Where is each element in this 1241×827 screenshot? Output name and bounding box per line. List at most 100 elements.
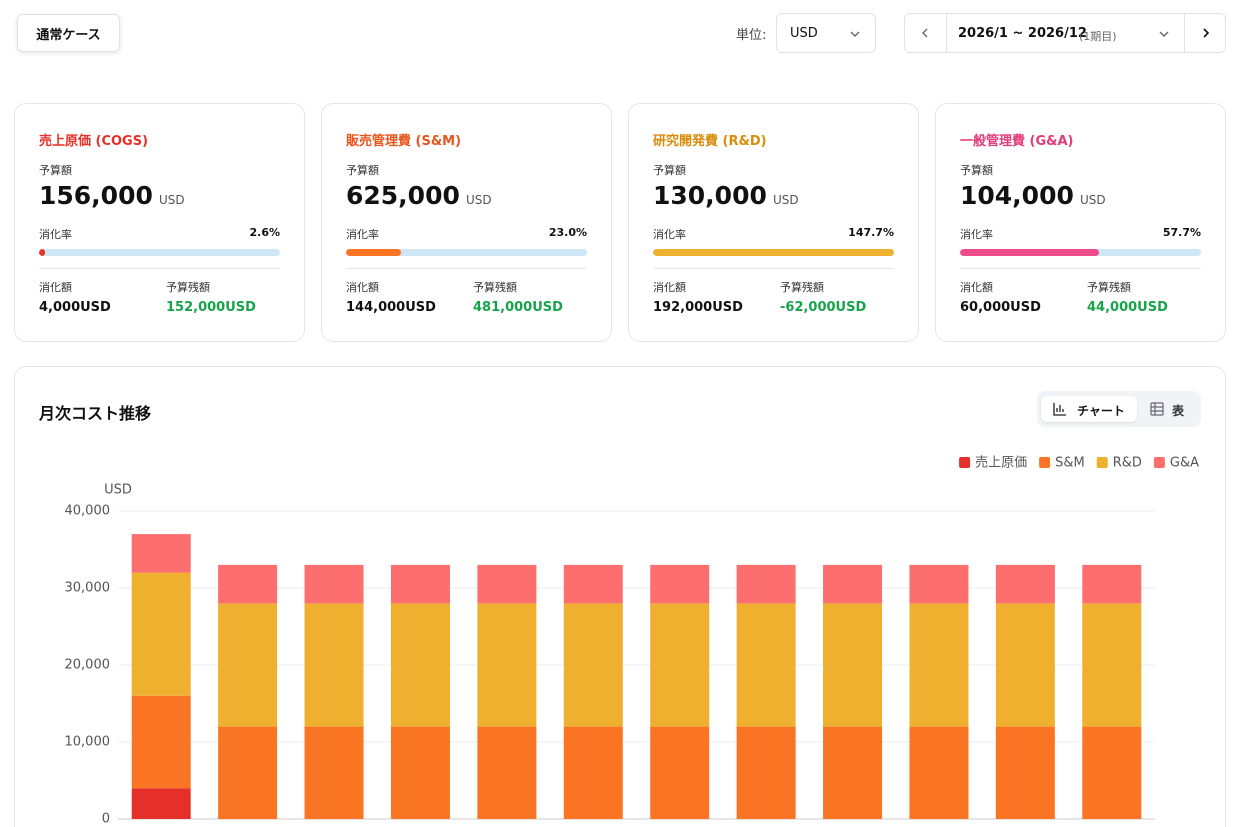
bar-segment <box>563 564 623 604</box>
chart-panel: 月次コスト推移 チャート 表 <box>14 366 1226 827</box>
rate-value: 147.7% <box>848 226 894 239</box>
legend-label: S&M <box>1055 456 1085 471</box>
prev-button[interactable] <box>905 14 947 52</box>
legend-swatch <box>959 457 971 468</box>
bar-segment <box>995 603 1055 727</box>
bar-segment <box>909 564 969 604</box>
legend-label: G&A <box>1170 456 1199 471</box>
bar-segment <box>131 788 191 819</box>
bar-segment <box>650 603 710 727</box>
spent-value: 60,000USD <box>960 300 1041 315</box>
bar-segment <box>131 695 191 789</box>
chevron-down <box>1159 31 1169 37</box>
card-title: 販売管理費 (S&M) <box>346 134 462 149</box>
bar-segment <box>304 564 364 604</box>
bar-segment <box>1082 603 1142 727</box>
legend-label: 売上原価 <box>975 455 1027 471</box>
table-icon <box>1150 402 1164 416</box>
bar-segment <box>563 726 623 819</box>
remaining-label: 予算残額 <box>780 281 824 294</box>
remaining-value: -62,000USD <box>780 300 867 315</box>
remaining-value: 481,000USD <box>473 300 563 315</box>
card-title: 研究開発費 (R&D) <box>653 134 767 149</box>
progress-track <box>346 249 587 256</box>
spent-value: 4,000USD <box>39 300 111 315</box>
next-button[interactable] <box>1184 14 1226 52</box>
budget-amount: 625,000 <box>346 181 460 210</box>
legend-swatch <box>1153 457 1165 468</box>
bar-segment <box>218 603 278 727</box>
bar-segment <box>563 603 623 727</box>
view-toggle: チャート 表 <box>1037 391 1201 427</box>
divider <box>960 268 1201 269</box>
bar-segment <box>995 564 1055 604</box>
budget-label: 予算額 <box>346 164 379 177</box>
bar-segment <box>218 564 278 604</box>
y-tick-label: 20,000 <box>65 658 111 673</box>
bar-segment <box>909 603 969 727</box>
period[interactable]: 2026/1 ~ 2026/12 <box>958 26 1087 41</box>
remaining-value: 44,000USD <box>1087 300 1168 315</box>
period-selector: 2026/1 ~ 2026/12 (1期目) <box>904 13 1226 53</box>
progress-fill <box>346 249 402 256</box>
budget-unit: USD <box>773 193 799 207</box>
budget-unit: USD <box>466 193 492 207</box>
budget-card: 販売管理費 (S&M) 予算額 625,000 USD 消化率 23.0% 消化額 予算残額 1… <box>321 103 612 342</box>
spent-label: 消化額 <box>653 281 686 294</box>
bar-segment <box>131 534 191 573</box>
bar-segment <box>650 564 710 604</box>
y-tick-label: 0 <box>102 812 110 827</box>
spent-label: 消化額 <box>346 281 379 294</box>
bar-segment <box>1082 564 1142 604</box>
bar-segment <box>823 603 883 727</box>
bar-segment <box>477 564 537 604</box>
bar-segment <box>131 572 191 696</box>
bar-segment <box>650 726 710 819</box>
budget-label: 予算額 <box>39 164 72 177</box>
bar-segment <box>995 726 1055 819</box>
rate-value: 23.0% <box>548 226 587 239</box>
bar-segment <box>304 603 364 727</box>
spent-label: 消化額 <box>39 281 72 294</box>
y-tick-label: 10,000 <box>65 735 111 750</box>
toggle-table[interactable]: 表 <box>1172 404 1185 418</box>
rate-label: 消化率 <box>39 228 72 241</box>
remaining-label: 予算残額 <box>473 281 517 294</box>
toggle-chart[interactable]: チャート <box>1041 396 1137 422</box>
remaining-label: 予算残額 <box>1087 281 1131 294</box>
period-note: (1期目) <box>1079 30 1117 43</box>
bar-segment <box>736 726 796 819</box>
progress-fill <box>960 249 1100 256</box>
bar-segment <box>390 603 450 727</box>
rate-value: 57.7% <box>1162 226 1201 239</box>
remaining-label: 予算残額 <box>166 281 210 294</box>
budget-card: 一般管理費 (G&A) 予算額 104,000 USD 消化率 57.7% 消化額 予算残額 6… <box>935 103 1226 342</box>
legend-swatch <box>1096 457 1108 468</box>
divider <box>346 268 587 269</box>
card-title: 一般管理費 (G&A) <box>960 134 1074 149</box>
section-title: 月次コスト推移 <box>39 404 152 423</box>
y-tick-label: 40,000 <box>65 504 111 519</box>
legend-label: R&D <box>1113 456 1142 471</box>
bar-segment <box>477 603 537 727</box>
y-tick-label: 30,000 <box>65 581 111 596</box>
bar-segment <box>304 726 364 819</box>
bar-segment <box>390 564 450 604</box>
chevron-left <box>922 28 928 38</box>
toggle-chart-label: チャート <box>1077 404 1125 418</box>
card-title: 売上原価 (COGS) <box>39 134 149 149</box>
budget-amount: 104,000 <box>960 181 1074 210</box>
case-button[interactable]: 通常ケース <box>17 14 120 52</box>
budget-unit: USD <box>1080 193 1106 207</box>
spent-value: 192,000USD <box>653 300 743 315</box>
rate-label: 消化率 <box>653 228 686 241</box>
bar-segment <box>909 726 969 819</box>
progress-fill <box>653 249 894 256</box>
bar-segment <box>390 726 450 819</box>
bar-segment <box>823 564 883 604</box>
bar-segment <box>477 726 537 819</box>
unit-select[interactable]: USD <box>776 13 876 53</box>
spent-value: 144,000USD <box>346 300 436 315</box>
